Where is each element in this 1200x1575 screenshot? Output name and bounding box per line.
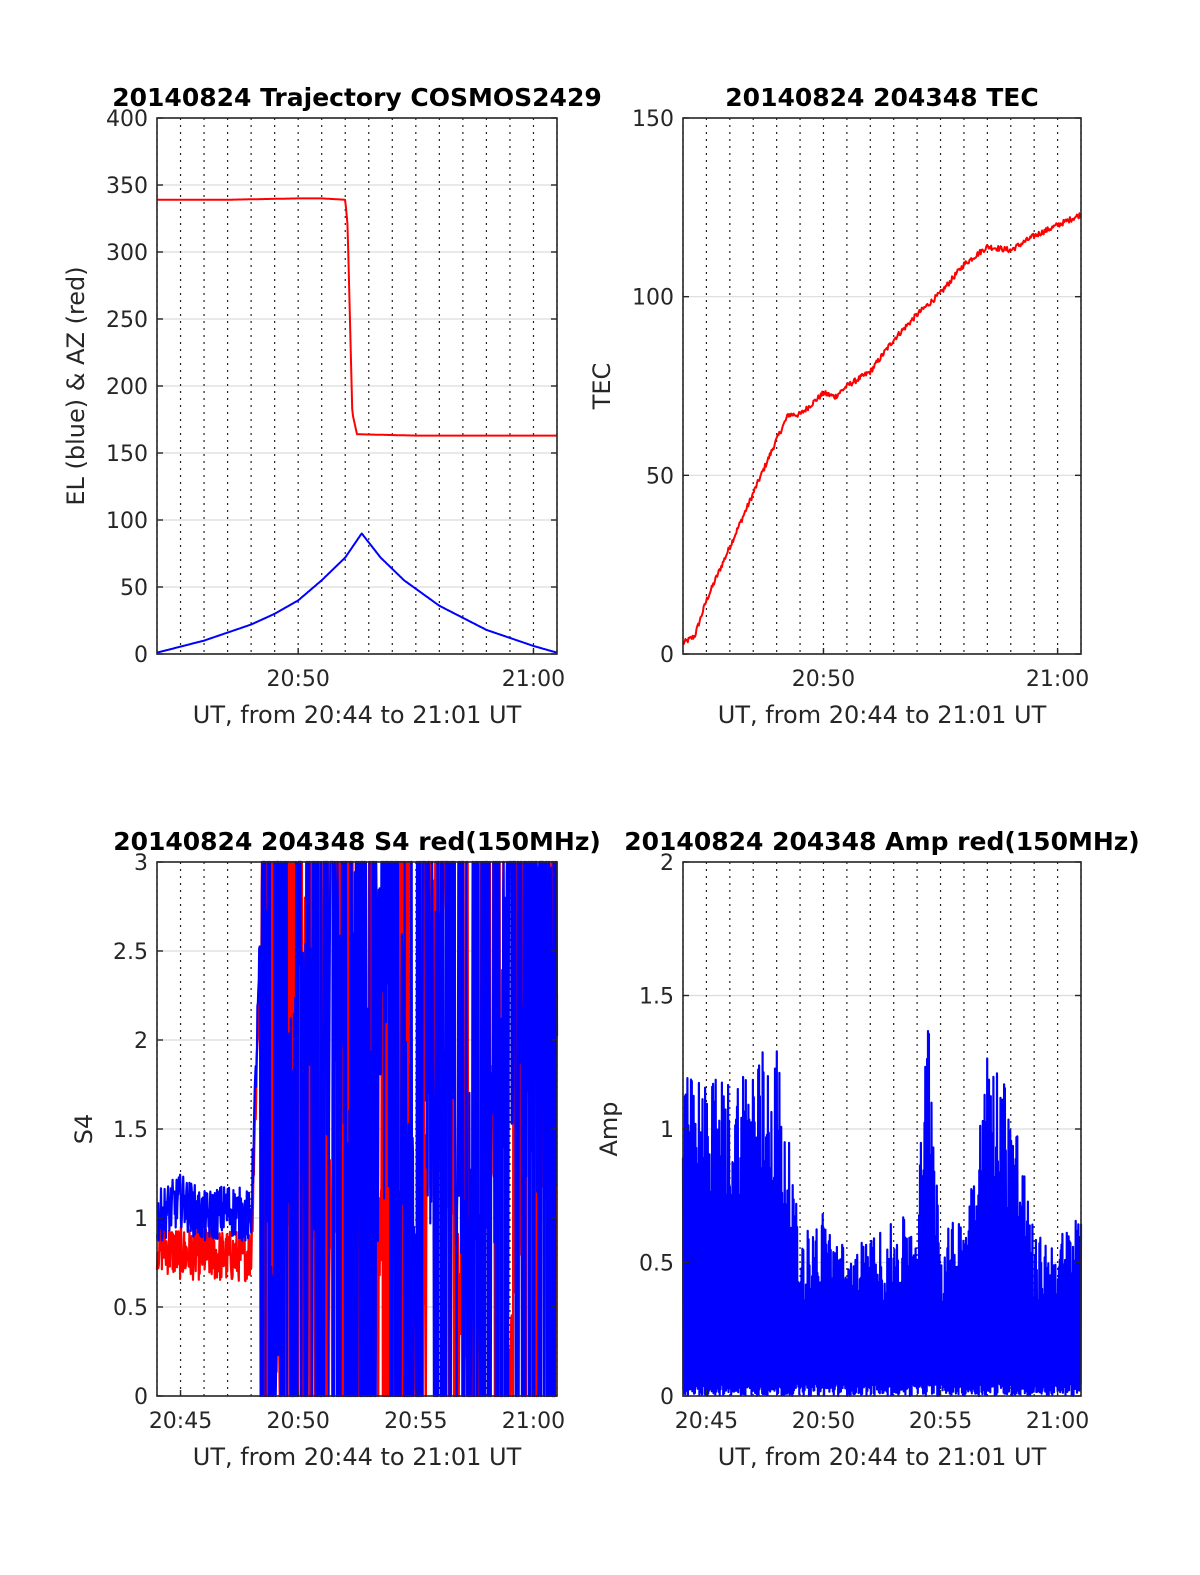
- s4-ylabel: S4: [70, 1114, 98, 1145]
- s4-ytick-label: 1: [134, 1207, 148, 1232]
- amp-xtick-label: 20:45: [675, 1409, 738, 1434]
- trajectory-ytick-label: 400: [106, 107, 148, 132]
- amp-ytick-label: 1.5: [639, 985, 674, 1010]
- amp-xtick-label: 20:55: [909, 1409, 972, 1434]
- trajectory-title: 20140824 Trajectory COSMOS2429: [112, 83, 602, 112]
- trajectory-ytick-label: 250: [106, 308, 148, 333]
- tec-ytick-label: 0: [660, 643, 674, 668]
- s4-xtick-label: 20:50: [266, 1409, 329, 1434]
- s4-ytick-label: 0: [134, 1385, 148, 1410]
- tec-title: 20140824 204348 TEC: [725, 83, 1038, 112]
- trajectory-ytick-label: 150: [106, 442, 148, 467]
- trajectory-series-line: [156, 197, 558, 437]
- s4-ytick-label: 2.5: [113, 940, 148, 965]
- trajectory-ytick-label: 100: [106, 509, 148, 534]
- tec-ytick-label: 100: [632, 286, 674, 311]
- tec-xlabel: UT, from 20:44 to 21:01 UT: [718, 701, 1047, 729]
- trajectory-ytick-label: 0: [134, 643, 148, 668]
- tec-ytick-label: 50: [646, 464, 674, 489]
- trajectory-series-line: [156, 532, 558, 654]
- s4-xtick-label: 20:55: [384, 1409, 447, 1434]
- s4-ytick-label: 2: [134, 1029, 148, 1054]
- tec-axes-frame: [682, 117, 1082, 655]
- amp-title: 20140824 204348 Amp red(150MHz): [624, 827, 1140, 856]
- tec-ytick-label: 150: [632, 107, 674, 132]
- trajectory-ytick-label: 350: [106, 174, 148, 199]
- s4-panel: 0 0.5 1 1.5 2 2.5 3 20:45 20:50 20:55 21:00 2014082…: [70, 827, 601, 1471]
- amp-xtick-label: 21:00: [1026, 1409, 1089, 1434]
- tec-xtick-label: 21:00: [1026, 667, 1089, 692]
- amp-ytick-label: 2: [660, 851, 674, 876]
- trajectory-ytick-label: 50: [120, 576, 148, 601]
- amp-ytick-label: 0.5: [639, 1252, 674, 1277]
- trajectory-xlabel: UT, from 20:44 to 21:01 UT: [193, 701, 522, 729]
- s4-title: 20140824 204348 S4 red(150MHz): [113, 827, 601, 856]
- amp-ylabel: Amp: [595, 1101, 623, 1156]
- trajectory-panel: 0 50 100 150 200 250 300 350 400 20:50 21:00 201408…: [62, 83, 602, 729]
- trajectory-xtick-label: 20:50: [266, 667, 329, 692]
- amp-ytick-label: 0: [660, 1385, 674, 1410]
- tec-series-line: [682, 212, 1082, 645]
- s4-xtick-label: 20:45: [149, 1409, 212, 1434]
- s4-ytick-label: 1.5: [113, 1118, 148, 1143]
- s4-xtick-label: 21:00: [502, 1409, 565, 1434]
- trajectory-xtick-label: 21:00: [502, 667, 565, 692]
- s4-ytick-label: 0.5: [113, 1296, 148, 1321]
- amp-xlabel: UT, from 20:44 to 21:01 UT: [718, 1443, 1047, 1471]
- amp-xtick-label: 20:50: [792, 1409, 855, 1434]
- tec-ylabel: TEC: [588, 363, 616, 411]
- trajectory-ylabel: EL (blue) & AZ (red): [62, 266, 90, 505]
- s4-ytick-label: 3: [134, 851, 148, 876]
- trajectory-ytick-label: 300: [106, 241, 148, 266]
- tec-xtick-label: 20:50: [792, 667, 855, 692]
- trajectory-ytick-label: 200: [106, 375, 148, 400]
- amp-series-line: [681, 1029, 1083, 1398]
- amp-ytick-label: 1: [660, 1118, 674, 1143]
- amp-panel: 0 0.5 1 1.5 2 20:45 20:50 20:55 21:00 20140824 20…: [595, 827, 1140, 1471]
- s4-xlabel: UT, from 20:44 to 21:01 UT: [193, 1443, 522, 1471]
- tec-panel: 0 50 100 150 20:50 21:00 20140824 204348 TEC UT…: [588, 83, 1089, 729]
